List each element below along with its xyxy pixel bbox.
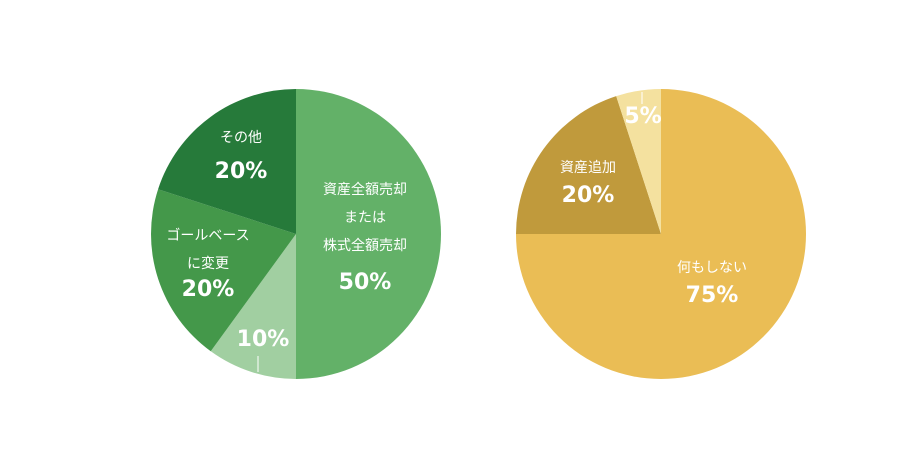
- pie-slice: [296, 89, 441, 379]
- pie-slice: [158, 89, 296, 234]
- value-label: 50%: [339, 270, 392, 295]
- pie-slice: [516, 96, 661, 234]
- value-label: 75%: [686, 283, 739, 308]
- slice-label: 何もしない: [677, 260, 747, 276]
- slice-label: または: [344, 210, 386, 226]
- slice-label: 資産追加: [560, 160, 616, 176]
- slice-label: に変更: [187, 255, 229, 272]
- value-label: 10%: [237, 327, 290, 352]
- slice-label: その他: [220, 130, 262, 146]
- value-label: 20%: [182, 277, 235, 302]
- slice-label: 株式全額売却: [323, 237, 407, 254]
- pie-slice: [150, 189, 296, 352]
- pie-slice: [210, 234, 296, 379]
- pie-slice: [616, 89, 661, 234]
- value-label: 5%: [624, 104, 661, 129]
- value-label: 20%: [562, 183, 615, 208]
- value-label: 20%: [215, 159, 268, 184]
- slice-label: 資産全額売却: [323, 181, 407, 198]
- slice-label: ゴールベース: [166, 227, 249, 244]
